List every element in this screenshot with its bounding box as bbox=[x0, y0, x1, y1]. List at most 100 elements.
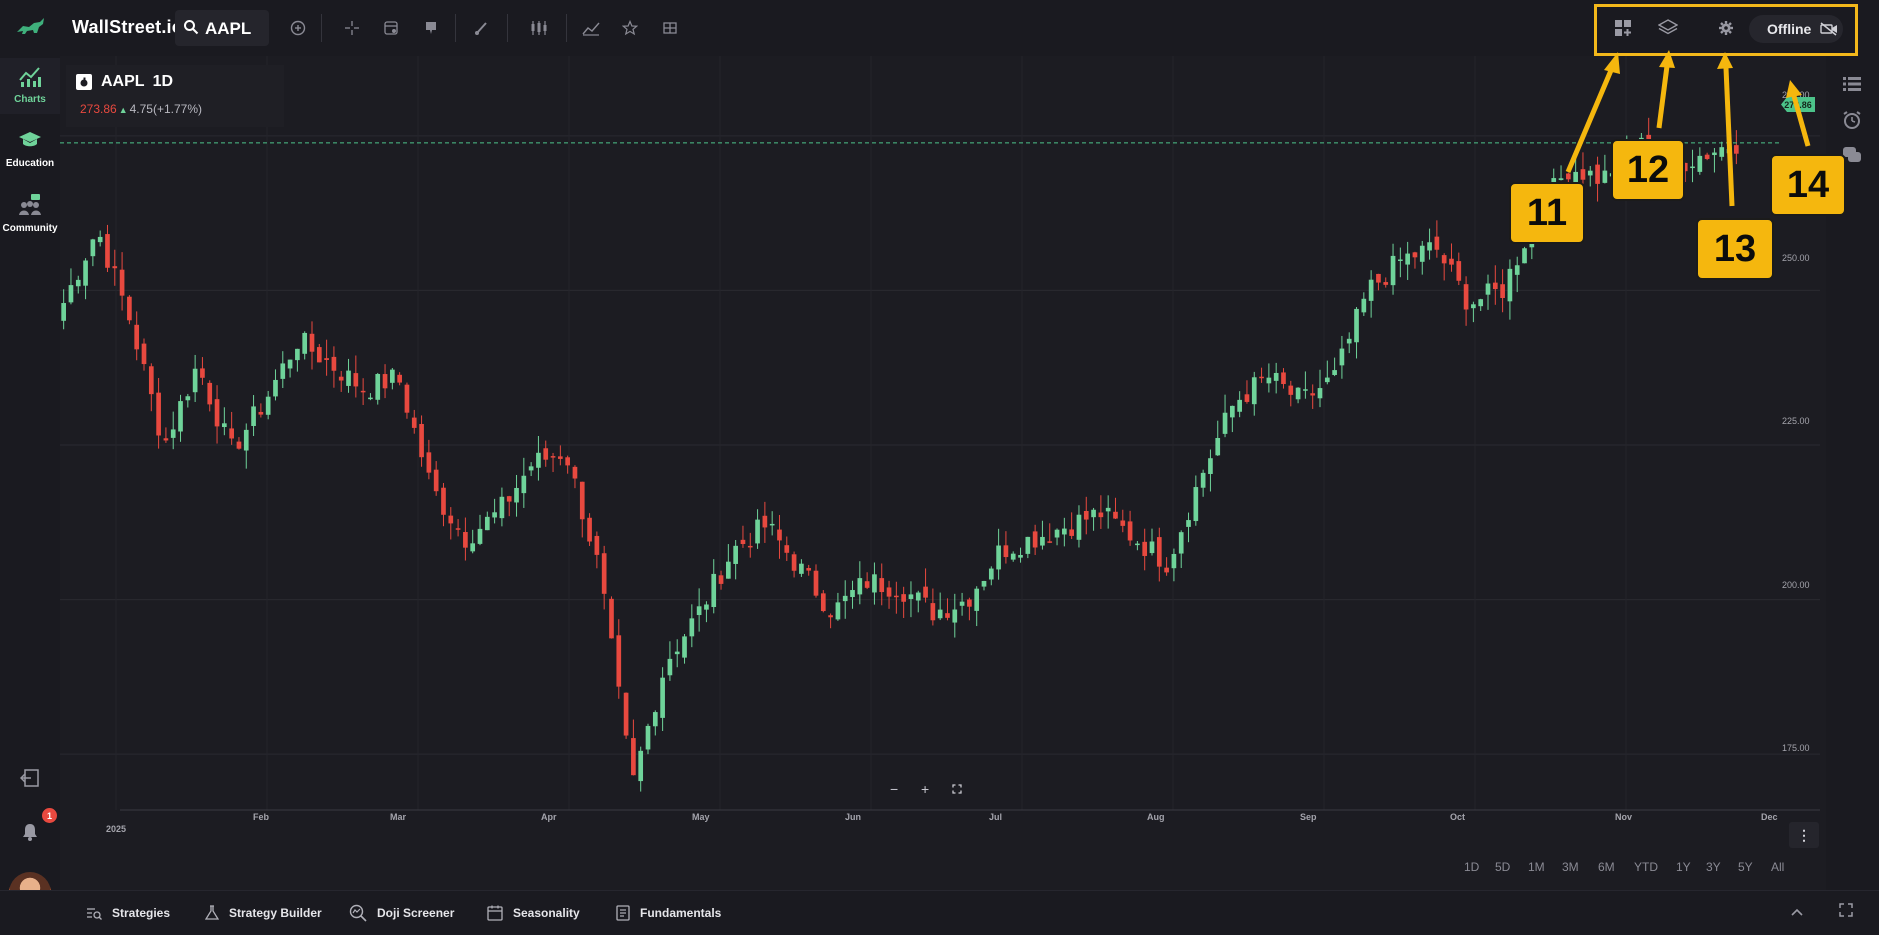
bottom-nav-fundamentals[interactable]: Fundamentals bbox=[616, 904, 721, 922]
candle-type-icon[interactable] bbox=[526, 15, 552, 41]
star-icon[interactable] bbox=[617, 15, 643, 41]
candle-body bbox=[682, 636, 687, 658]
expand-up-icon[interactable] bbox=[1790, 904, 1804, 922]
candle-body bbox=[1135, 543, 1140, 546]
connection-status-label: Offline bbox=[1767, 21, 1812, 37]
candle-body bbox=[222, 423, 227, 428]
legend-values: 273.86 ▲ 4.75(+1.77%) bbox=[80, 102, 202, 116]
candle-body bbox=[258, 411, 264, 415]
range-all[interactable]: All bbox=[1771, 860, 1785, 874]
candle-body bbox=[696, 606, 702, 616]
candle-body bbox=[61, 303, 66, 321]
watchlist-icon[interactable] bbox=[1842, 76, 1862, 97]
range-6m[interactable]: 6M bbox=[1598, 860, 1615, 874]
zoom-out-button[interactable]: − bbox=[890, 781, 899, 797]
range-1d[interactable]: 1D bbox=[1464, 860, 1480, 874]
bottom-nav-strategy-builder[interactable]: Strategy Builder bbox=[205, 904, 322, 922]
chart-icon bbox=[19, 67, 41, 87]
indicators-icon[interactable] bbox=[578, 15, 604, 41]
connection-status-button[interactable]: Offline bbox=[1749, 15, 1843, 43]
legend-panel bbox=[66, 65, 284, 127]
candle-body bbox=[404, 384, 410, 413]
add-circle-icon[interactable] bbox=[285, 15, 311, 41]
candle-body bbox=[864, 581, 870, 588]
chart-more-options-icon[interactable]: ⋮ bbox=[1789, 822, 1819, 848]
layers-icon[interactable] bbox=[1655, 15, 1681, 41]
search-symbol-value[interactable]: AAPL bbox=[205, 19, 252, 38]
x-axis-label: Nov bbox=[1615, 812, 1633, 822]
candle-body bbox=[1602, 170, 1608, 183]
brush-icon[interactable] bbox=[468, 15, 494, 41]
fullscreen-expand-icon[interactable] bbox=[1839, 903, 1853, 922]
candle-body bbox=[382, 374, 388, 389]
candle-body bbox=[192, 368, 198, 393]
candle-body bbox=[894, 595, 899, 598]
candle-body bbox=[1259, 376, 1264, 379]
candle-body bbox=[828, 615, 833, 618]
legend-symbol: AAPL bbox=[101, 73, 145, 90]
range-3m[interactable]: 3M bbox=[1562, 860, 1579, 874]
candle-body bbox=[75, 279, 81, 287]
candle-body bbox=[514, 487, 519, 503]
toolbar-divider bbox=[507, 14, 508, 42]
candle-body bbox=[1010, 553, 1016, 560]
candle-body bbox=[207, 382, 213, 405]
bottom-bar: Strategies Strategy Builder Doji Screene… bbox=[0, 890, 1879, 935]
range-3y[interactable]: 3Y bbox=[1706, 860, 1721, 874]
callout-badge: 12 bbox=[1611, 139, 1685, 201]
candle-body bbox=[163, 438, 169, 441]
chat-icon[interactable] bbox=[1842, 146, 1862, 169]
candle-body bbox=[638, 750, 644, 782]
sidebar-item-education[interactable]: Education bbox=[0, 122, 60, 178]
gear-icon[interactable] bbox=[1713, 15, 1739, 41]
candle-body bbox=[1449, 258, 1454, 265]
candle-body bbox=[1251, 377, 1257, 405]
collapse-sidebar-icon[interactable] bbox=[19, 768, 40, 793]
range-5y[interactable]: 5Y bbox=[1738, 860, 1753, 874]
add-layout-icon[interactable] bbox=[1610, 15, 1636, 41]
y-axis-label: 225.00 bbox=[1782, 416, 1810, 426]
document-icon bbox=[616, 905, 630, 921]
bottom-nav-label: Doji Screener bbox=[377, 906, 455, 920]
symbol-search[interactable]: AAPL bbox=[175, 10, 269, 46]
brand-name[interactable]: WallStreet.io bbox=[72, 17, 183, 37]
candle-body bbox=[1595, 164, 1600, 184]
candle-body bbox=[419, 423, 424, 458]
candle-body bbox=[1237, 399, 1242, 412]
range-1m[interactable]: 1M bbox=[1528, 860, 1545, 874]
candle-body bbox=[1076, 514, 1082, 540]
candle-body bbox=[1295, 387, 1301, 400]
candle-body bbox=[820, 593, 826, 612]
range-1y[interactable]: 1Y bbox=[1676, 860, 1691, 874]
candle-body bbox=[872, 574, 877, 593]
bottom-nav-doji-screener[interactable]: Doji Screener bbox=[349, 904, 454, 922]
bull-logo-icon[interactable] bbox=[14, 12, 48, 44]
range-ytd[interactable]: YTD bbox=[1634, 860, 1658, 874]
crosshair-icon[interactable] bbox=[339, 15, 365, 41]
notifications-bell-icon[interactable] bbox=[20, 822, 40, 847]
alert-pin-icon[interactable] bbox=[418, 15, 444, 41]
bottom-nav-strategies[interactable]: Strategies bbox=[86, 904, 170, 922]
price-chart[interactable] bbox=[60, 56, 1826, 890]
alarm-clock-icon[interactable] bbox=[1842, 110, 1862, 135]
x-axis-label: Sep bbox=[1300, 812, 1317, 822]
candle-body bbox=[1266, 377, 1272, 384]
sidebar-item-charts[interactable]: Charts bbox=[0, 58, 60, 114]
layout-grid-icon[interactable] bbox=[657, 15, 683, 41]
candle-body bbox=[1069, 529, 1074, 536]
template-icon[interactable] bbox=[378, 15, 404, 41]
range-5d[interactable]: 5D bbox=[1495, 860, 1511, 874]
bottom-nav-seasonality[interactable]: Seasonality bbox=[487, 904, 580, 922]
callout-badge: 14 bbox=[1770, 154, 1846, 216]
candle-body bbox=[652, 712, 658, 727]
people-icon bbox=[19, 194, 41, 215]
candle-body bbox=[1376, 273, 1381, 283]
fullscreen-icon[interactable] bbox=[952, 781, 962, 797]
zoom-in-button[interactable]: + bbox=[921, 781, 930, 797]
candle-body bbox=[68, 285, 74, 303]
candle-body bbox=[660, 677, 665, 718]
sidebar-item-community[interactable]: Community bbox=[0, 187, 60, 243]
candle-body bbox=[806, 568, 812, 571]
candle-body bbox=[1025, 536, 1031, 554]
candle-body bbox=[974, 588, 980, 611]
